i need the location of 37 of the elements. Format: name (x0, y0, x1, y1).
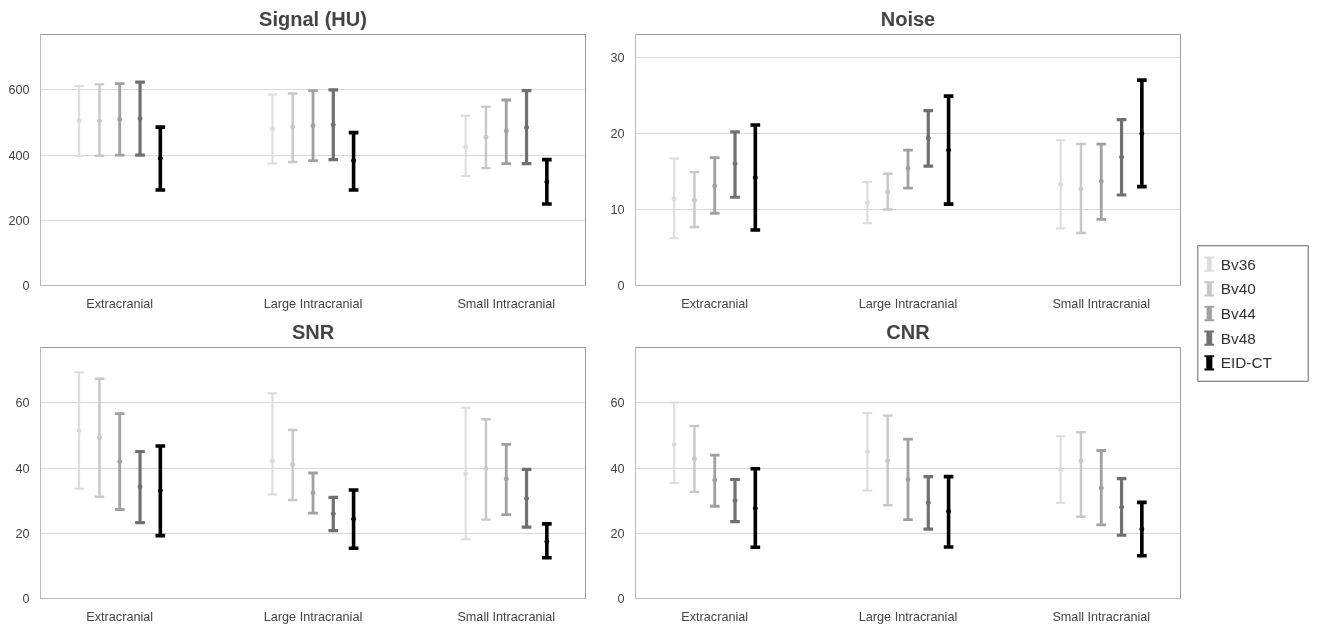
x-tick-label: Small Intracranial (1052, 296, 1151, 311)
x-tick-label: Small Intracranial (1052, 609, 1151, 624)
y-tick-label: 20 (610, 126, 625, 141)
y-tick-label: 0 (22, 592, 30, 606)
y-tick-label: 60 (610, 396, 625, 411)
y-tick-label: 20 (610, 526, 625, 541)
legend-label: EID-CT (1220, 354, 1273, 372)
chart-title: SNR (291, 320, 335, 343)
legend-label: Bv40 (1220, 280, 1256, 298)
legend-label: Bv48 (1220, 329, 1256, 347)
x-tick-label: Extracranial (681, 296, 749, 311)
chart-title: CNR (886, 320, 931, 343)
y-tick-label: 10 (610, 202, 625, 217)
y-tick-label: 30 (610, 50, 625, 65)
y-tick-label: 20 (15, 526, 30, 541)
x-tick-label: Small Intracranial (457, 296, 556, 311)
y-tick-label: 400 (8, 148, 30, 163)
x-tick-label: Small Intracranial (457, 609, 556, 624)
x-tick-label: Extracranial (86, 296, 154, 311)
y-tick-label: 40 (610, 461, 625, 476)
legend-label: Bv36 (1220, 255, 1256, 273)
chart-title: Signal (HU) (259, 7, 367, 30)
x-tick-label: Large Intracranial (263, 296, 363, 311)
y-tick-label: 600 (8, 83, 30, 98)
x-tick-label: Large Intracranial (263, 609, 363, 624)
y-tick-label: 0 (617, 279, 625, 293)
y-tick-label: 200 (8, 213, 30, 228)
chart-title: Noise (880, 7, 936, 30)
y-tick-label: 60 (15, 396, 30, 411)
x-tick-label: Large Intracranial (858, 609, 958, 624)
x-tick-label: Large Intracranial (858, 296, 958, 311)
x-tick-label: Extracranial (86, 609, 154, 624)
legend-label: Bv44 (1220, 305, 1257, 322)
x-tick-label: Extracranial (681, 609, 749, 624)
y-tick-label: 0 (22, 279, 30, 293)
y-tick-label: 0 (617, 592, 625, 606)
y-tick-label: 40 (15, 461, 30, 476)
